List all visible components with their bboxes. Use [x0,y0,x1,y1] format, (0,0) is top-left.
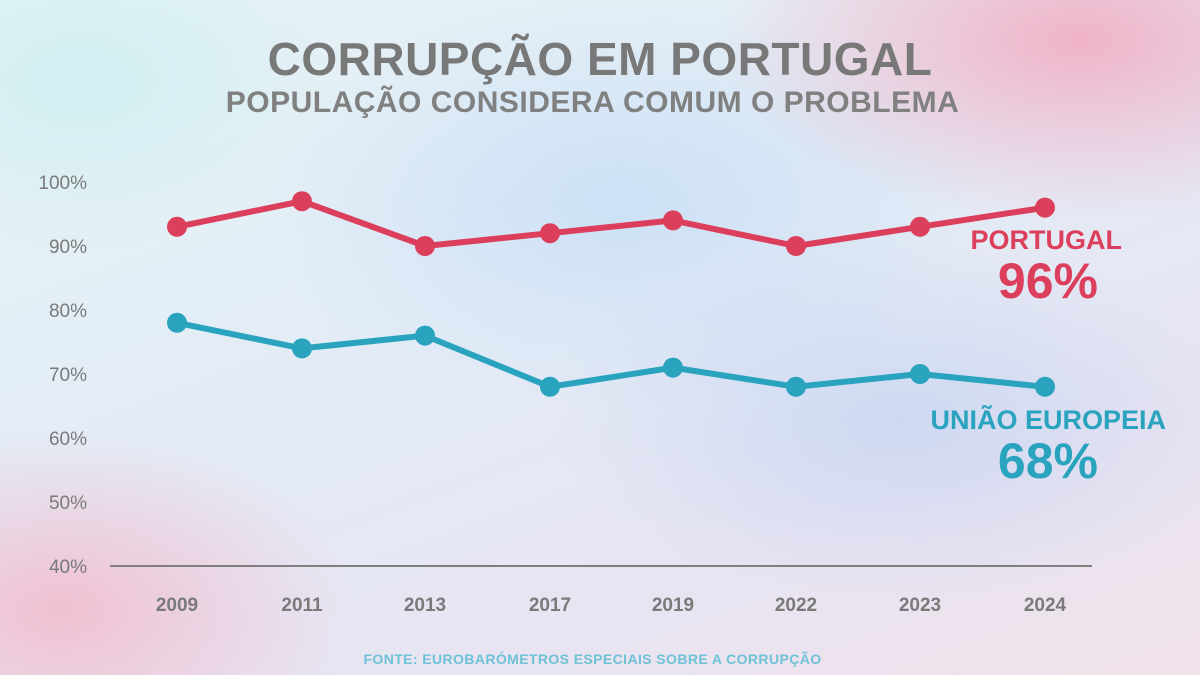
x-tick-label: 2013 [404,595,446,616]
y-tick-label: 100% [38,173,87,194]
data-point-portugal [786,236,806,256]
chart-title: CORRUPÇÃO EM PORTUGAL [267,33,933,85]
x-tick-label: 2011 [281,595,323,616]
x-tick-label: 2023 [899,595,941,616]
data-point-eu [786,376,806,397]
series-line-eu [174,319,1048,390]
chart-subtitle: POPULAÇÃO CONSIDERA COMUM O PROBLEMA [225,86,960,119]
data-point-portugal [540,223,560,244]
data-point-portugal [292,191,312,212]
y-tick-label: 50% [49,493,87,514]
data-point-eu [292,338,312,359]
data-point-eu [415,325,435,346]
series-line-portugal [174,198,1048,249]
y-tick-label: 40% [49,557,87,578]
series-layer [167,191,1055,397]
data-point-portugal [1035,197,1055,218]
data-point-eu [167,312,187,333]
y-tick-label: 60% [49,429,87,450]
data-point-portugal [167,216,187,237]
x-axis-ticks: 2009 2011 2013 2017 2019 2022 2023 2024 [156,595,1067,616]
data-point-portugal [910,216,930,237]
x-tick-label: 2017 [529,595,571,616]
series-label-value: 96% [998,253,1098,309]
series-label-name: UNIÃO EUROPEIA [930,404,1166,435]
data-point-eu [663,357,683,378]
x-tick-label: 2024 [1024,595,1067,616]
y-tick-label: 90% [49,237,87,258]
data-point-eu [540,376,560,397]
x-tick-label: 2019 [652,595,694,616]
x-tick-label: 2009 [156,595,198,616]
data-point-portugal [415,236,435,256]
series-label-name: PORTUGAL [971,225,1123,255]
y-tick-label: 70% [49,365,87,386]
y-axis-ticks: 100% 90% 80% 70% 60% 50% 40% [38,173,87,578]
series-label-value: 68% [998,433,1098,489]
data-point-portugal [663,210,683,231]
source-note: FONTE: EUROBARÓMETROS ESPECIAIS SOBRE A … [363,651,822,667]
data-point-eu [1035,376,1055,397]
x-tick-label: 2022 [775,595,817,616]
y-tick-label: 80% [49,301,87,322]
data-point-eu [910,364,930,384]
